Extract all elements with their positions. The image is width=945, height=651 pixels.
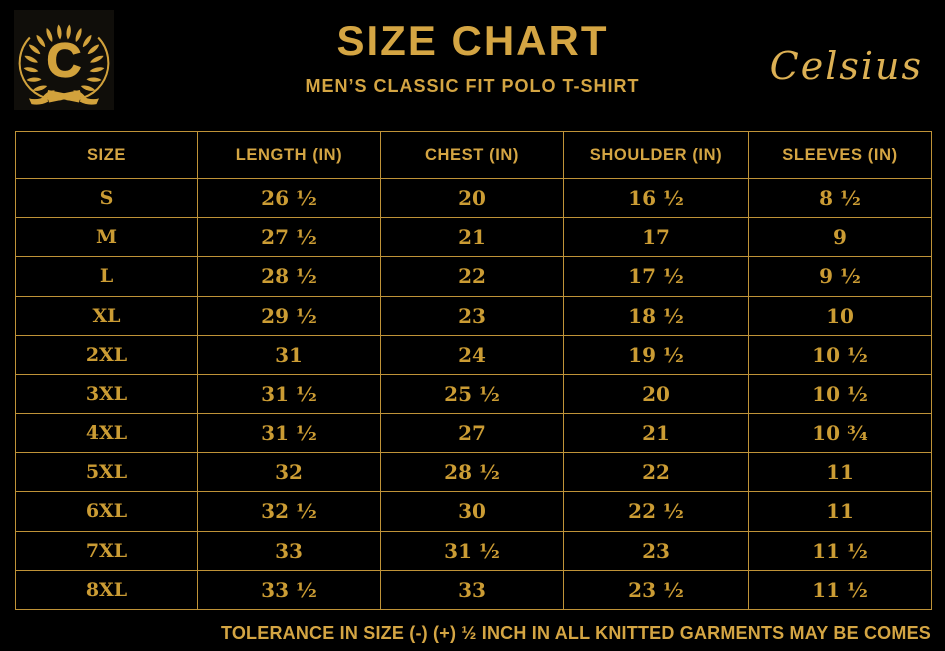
cell-length: 31 ½ [197, 373, 381, 415]
cell-size: 7XL [15, 530, 198, 571]
table-row: 3XL 31 ½ 25 ½ 20 10 ½ [15, 373, 932, 415]
cell-shoulder: 21 [563, 413, 749, 454]
cell-chest: 33 [380, 569, 564, 611]
brand-name: Celsius [769, 44, 923, 88]
cell-sleeves: 10 ¾ [748, 413, 932, 454]
cell-sleeves: 9 ½ [748, 256, 932, 297]
page-subtitle: MEN’S CLASSIC FIT POLO T-SHIRT [305, 76, 640, 96]
cell-size: 8XL [15, 569, 198, 611]
cell-sleeves: 10 [748, 295, 932, 336]
cell-sleeves: 10 ½ [748, 334, 932, 375]
cell-chest: 23 [380, 295, 564, 336]
cell-length: 32 ½ [197, 491, 381, 532]
size-table: SIZE LENGTH (IN) CHEST (IN) SHOULDER (IN… [15, 131, 932, 611]
table-row: 7XL 33 31 ½ 23 11 ½ [15, 530, 932, 571]
cell-sleeves: 9 [748, 217, 932, 258]
cell-size: 2XL [15, 334, 198, 375]
cell-sleeves: 11 [748, 491, 932, 532]
table-row: 8XL 33 ½ 33 23 ½ 11 ½ [15, 569, 932, 611]
laurel-wreath-icon: C [14, 10, 114, 105]
cell-chest: 25 ½ [380, 373, 564, 415]
tolerance-note: TOLERANCE IN SIZE (-) (+) ½ INCH IN ALL … [220, 623, 931, 643]
column-header-size: SIZE [15, 131, 198, 179]
cell-chest: 20 [380, 177, 564, 219]
cell-size: M [15, 217, 198, 258]
cell-shoulder: 17 ½ [563, 256, 749, 297]
cell-shoulder: 17 [563, 217, 749, 258]
brand-logo: C [14, 10, 114, 110]
cell-size: 5XL [15, 452, 198, 493]
cell-size: L [15, 256, 198, 297]
cell-shoulder: 22 [563, 452, 749, 493]
table-header-row: SIZE LENGTH (IN) CHEST (IN) SHOULDER (IN… [15, 131, 932, 179]
cell-chest: 31 ½ [380, 530, 564, 571]
cell-size: 6XL [15, 491, 198, 532]
cell-length: 27 ½ [197, 217, 381, 258]
column-header-length: LENGTH (IN) [197, 131, 381, 179]
cell-sleeves: 11 [748, 452, 932, 493]
cell-size: 4XL [15, 413, 198, 454]
table-row: M 27 ½ 21 17 9 [15, 217, 932, 258]
cell-chest: 22 [380, 256, 564, 297]
cell-chest: 28 ½ [380, 452, 564, 493]
cell-shoulder: 20 [563, 373, 749, 415]
cell-length: 28 ½ [197, 256, 381, 297]
page-title: SIZE CHART [336, 17, 609, 64]
cell-size: XL [15, 295, 198, 336]
logo-letter: C [47, 34, 82, 88]
cell-length: 33 ½ [197, 569, 381, 611]
column-header-sleeves: SLEEVES (IN) [748, 131, 932, 179]
cell-chest: 27 [380, 413, 564, 454]
cell-size: S [15, 177, 198, 219]
table-row: S 26 ½ 20 16 ½ 8 ½ [15, 177, 932, 219]
cell-sleeves: 11 ½ [748, 569, 932, 611]
cell-shoulder: 22 ½ [563, 491, 749, 532]
table-row: XL 29 ½ 23 18 ½ 10 [15, 295, 932, 336]
column-header-shoulder: SHOULDER (IN) [563, 131, 749, 179]
cell-shoulder: 18 ½ [563, 295, 749, 336]
cell-chest: 24 [380, 334, 564, 375]
cell-length: 31 [197, 334, 381, 375]
cell-sleeves: 11 ½ [748, 530, 932, 571]
table-row: 5XL 32 28 ½ 22 11 [15, 452, 932, 493]
table-row: 4XL 31 ½ 27 21 10 ¾ [15, 413, 932, 454]
cell-length: 31 ½ [197, 413, 381, 454]
cell-length: 32 [197, 452, 381, 493]
cell-size: 3XL [15, 373, 198, 415]
table-row: L 28 ½ 22 17 ½ 9 ½ [15, 256, 932, 297]
column-header-chest: CHEST (IN) [380, 131, 564, 179]
cell-sleeves: 8 ½ [748, 177, 932, 219]
ribbon-icon [29, 90, 99, 105]
cell-chest: 30 [380, 491, 564, 532]
cell-chest: 21 [380, 217, 564, 258]
cell-length: 26 ½ [197, 177, 381, 219]
cell-length: 29 ½ [197, 295, 381, 336]
cell-shoulder: 23 [563, 530, 749, 571]
cell-shoulder: 16 ½ [563, 177, 749, 219]
cell-length: 33 [197, 530, 381, 571]
header-titles: SIZE CHART MEN’S CLASSIC FIT POLO T-SHIR… [0, 18, 945, 97]
table-row: 2XL 31 24 19 ½ 10 ½ [15, 334, 932, 375]
table-row: 6XL 32 ½ 30 22 ½ 11 [15, 491, 932, 532]
cell-sleeves: 10 ½ [748, 373, 932, 415]
cell-shoulder: 23 ½ [563, 569, 749, 611]
cell-shoulder: 19 ½ [563, 334, 749, 375]
